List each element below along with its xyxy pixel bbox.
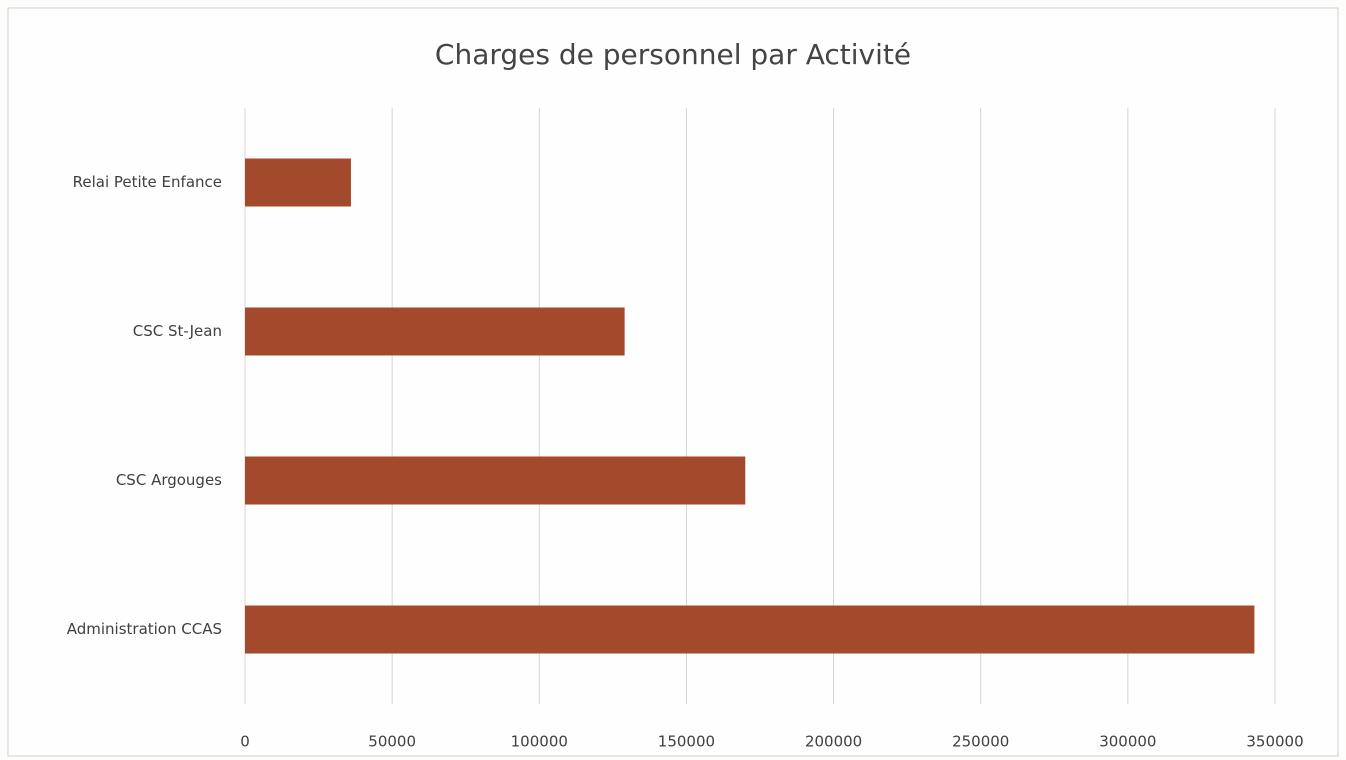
x-tick-label: 0: [240, 733, 250, 751]
x-tick-label: 300000: [1099, 733, 1156, 751]
y-tick-label: CSC St-Jean: [133, 322, 222, 340]
bar: [245, 307, 625, 356]
x-tick-label: 250000: [952, 733, 1009, 751]
bar: [245, 456, 746, 505]
y-tick-label: CSC Argouges: [116, 471, 222, 489]
y-tick-label: Relai Petite Enfance: [73, 173, 222, 191]
x-tick-label: 200000: [805, 733, 862, 751]
y-tick-label: Administration CCAS: [67, 620, 222, 638]
bar: [245, 605, 1255, 654]
x-tick-label: 150000: [658, 733, 715, 751]
x-tick-label: 50000: [368, 733, 416, 751]
bar: [245, 158, 351, 207]
x-tick-label: 350000: [1246, 733, 1303, 751]
x-tick-label: 100000: [511, 733, 568, 751]
chart-title: Charges de personnel par Activité: [435, 38, 911, 71]
